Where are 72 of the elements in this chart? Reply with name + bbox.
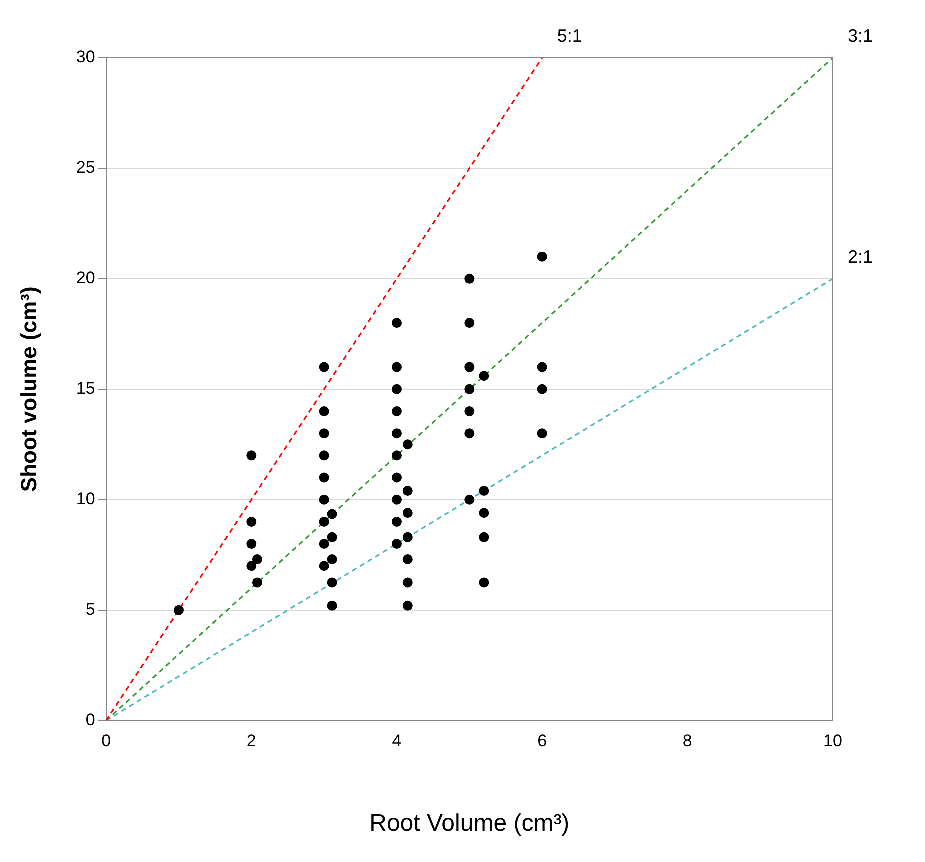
- point: [392, 406, 402, 416]
- point: [319, 561, 330, 572]
- point: [392, 318, 402, 328]
- point: [252, 578, 262, 588]
- y-axis-title: Shoot volume (cm³): [16, 286, 42, 492]
- point: [464, 384, 475, 394]
- point: [319, 472, 330, 483]
- point: [246, 561, 257, 572]
- series-label: 5:1: [557, 26, 582, 46]
- point: [246, 539, 257, 550]
- series-label: 3:1: [848, 26, 874, 46]
- y-tick-label: 30: [76, 48, 96, 67]
- point: [402, 554, 413, 565]
- point: [327, 600, 338, 611]
- point: [327, 509, 338, 520]
- point: [392, 472, 402, 483]
- point: [392, 539, 402, 550]
- y-tick-label: 5: [86, 600, 96, 620]
- point: [392, 494, 402, 505]
- x-tick-label: 2: [246, 732, 256, 751]
- y-tick-label: 10: [76, 490, 96, 509]
- point: [402, 578, 413, 588]
- y-tick-label: 20: [76, 268, 96, 288]
- point: [479, 486, 490, 496]
- point: [402, 532, 413, 542]
- point: [319, 428, 330, 439]
- series-label: 2:1: [848, 246, 874, 267]
- point: [479, 371, 490, 382]
- point: [246, 516, 257, 527]
- point: [392, 516, 402, 527]
- x-tick-label: 4: [392, 732, 402, 751]
- point: [174, 605, 184, 616]
- point: [464, 494, 475, 505]
- point: [537, 362, 548, 372]
- point: [252, 554, 262, 565]
- point: [319, 362, 330, 372]
- point: [319, 450, 330, 461]
- point: [402, 486, 413, 496]
- point: [537, 252, 548, 262]
- point: [479, 508, 490, 518]
- point: [464, 274, 475, 284]
- point: [402, 508, 413, 518]
- point: [464, 406, 475, 416]
- x-axis-title: Root Volume (cm³): [370, 810, 570, 838]
- y-tick-label: 25: [76, 158, 96, 178]
- point: [464, 428, 475, 439]
- point: [319, 406, 330, 416]
- point: [392, 362, 402, 372]
- point: [392, 384, 402, 394]
- x-tick-label: 6: [538, 732, 548, 751]
- point: [464, 362, 475, 372]
- point: [537, 384, 548, 394]
- point: [319, 539, 330, 550]
- x-tick-label: 10: [824, 732, 842, 751]
- x-tick-label: 8: [682, 732, 692, 751]
- point: [479, 532, 490, 542]
- point: [327, 578, 338, 588]
- point: [464, 318, 475, 328]
- point: [319, 494, 330, 505]
- point: [319, 516, 330, 527]
- point: [327, 532, 338, 542]
- point: [402, 600, 413, 611]
- point: [392, 428, 402, 439]
- point: [537, 428, 548, 439]
- point: [246, 450, 257, 461]
- y-tick-label: 0: [86, 710, 96, 730]
- point: [479, 578, 490, 588]
- point: [402, 440, 413, 450]
- x-tick-label: 0: [102, 732, 112, 751]
- point: [392, 450, 402, 461]
- point: [327, 554, 338, 565]
- y-tick-label: 15: [76, 379, 96, 398]
